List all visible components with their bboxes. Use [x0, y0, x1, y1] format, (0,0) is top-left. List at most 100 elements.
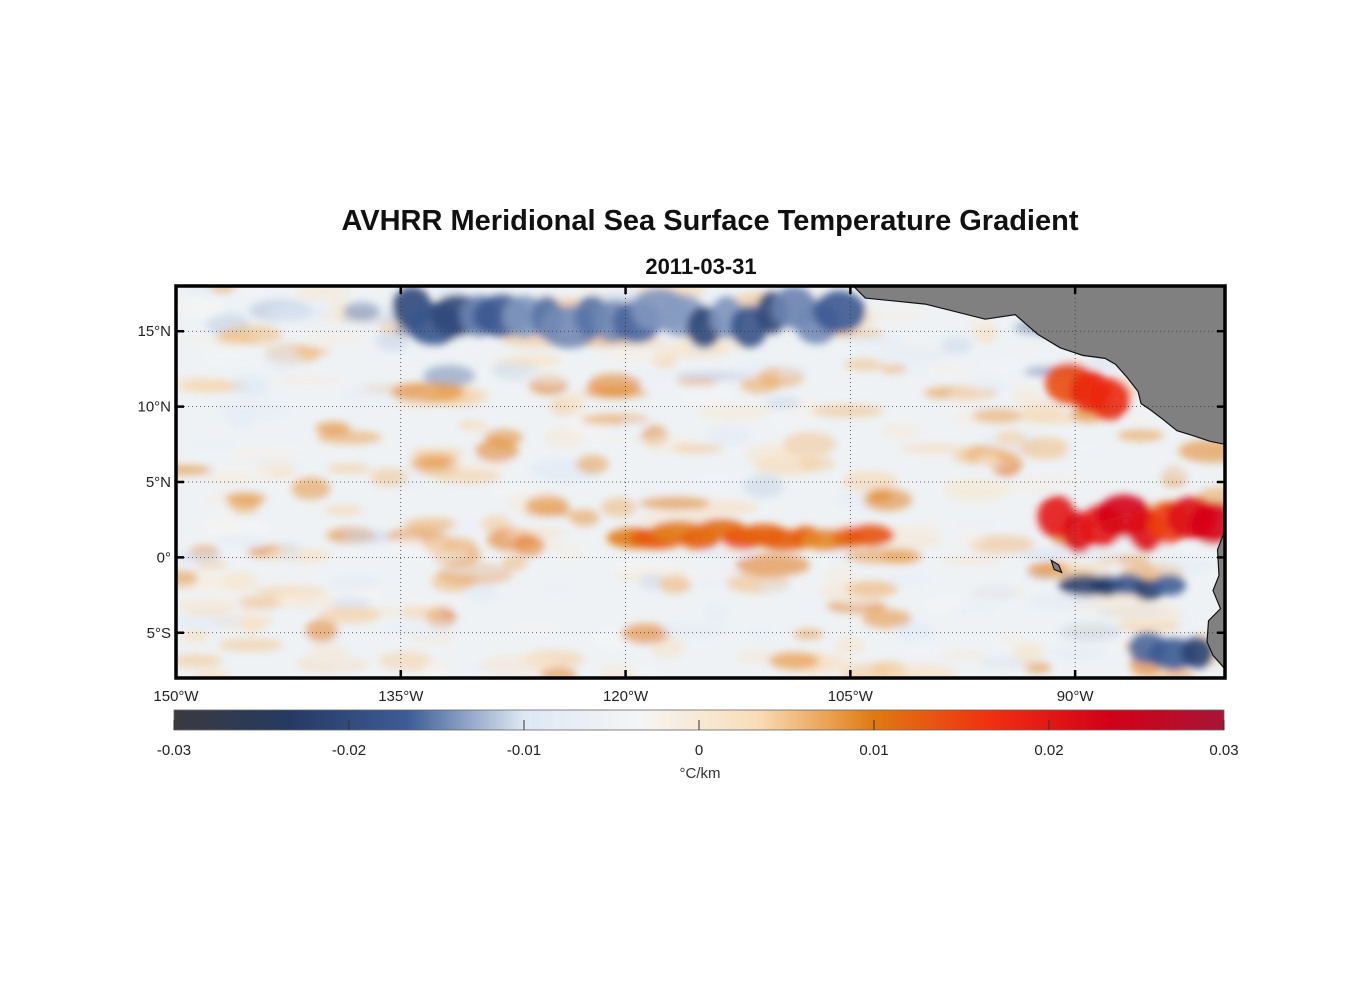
gradient-cell	[274, 590, 339, 610]
gradient-cell	[278, 540, 303, 563]
gradient-cell	[202, 474, 258, 483]
gradient-cell	[176, 550, 222, 564]
gradient-cell	[270, 434, 313, 449]
gradient-cell	[662, 622, 726, 639]
gradient-feature-negative_patch	[1153, 574, 1186, 596]
gradient-cell	[1058, 622, 1122, 642]
gradient-cell	[513, 534, 545, 557]
gradient-cell	[201, 522, 273, 535]
gradient-cell	[241, 458, 307, 468]
graticule	[176, 286, 1225, 678]
gradient-cell	[950, 517, 1001, 529]
gradient-cell	[880, 364, 907, 374]
colorbar-tick-label: 0.01	[859, 742, 888, 759]
map-plot-area: 150°W 135°W 120°W 105°W 90°W 15°N 10°N 5°N 0° 5°S	[137, 284, 1227, 705]
gradient-cell	[404, 518, 460, 531]
colorbar-ticks: -0.03 -0.02 -0.01 0 0.01 0.02 0.03	[157, 720, 1239, 759]
gradient-cell	[598, 665, 640, 678]
gradient-cell	[686, 474, 732, 483]
gradient-cell	[293, 347, 330, 357]
axis-ticks: 150°W 135°W 120°W 105°W 90°W 15°N 10°N 5°N 0° 5°S	[137, 286, 1225, 705]
gradient-cell	[375, 330, 409, 352]
gradient-cell	[505, 353, 564, 366]
gradient-cell	[600, 497, 638, 517]
gradient-cell	[972, 353, 1025, 377]
gradient-cell	[264, 347, 303, 371]
gradient-cell	[422, 534, 460, 554]
land-mask	[852, 286, 1225, 670]
gradient-cell	[389, 536, 424, 550]
gradient-cell	[879, 422, 921, 440]
gradient-cell	[1027, 594, 1102, 609]
gradient-cell	[863, 488, 913, 512]
gradient-cell	[308, 643, 350, 659]
gradient-cell	[317, 607, 381, 624]
lon-tick-label: 120°W	[603, 688, 649, 705]
gradient-cell	[607, 562, 682, 575]
gradient-cell	[570, 509, 600, 527]
gradient-feature-negative_band	[812, 290, 866, 333]
lat-tick-label: 0°	[157, 549, 171, 566]
colorbar-unit-label: °C/km	[679, 765, 721, 782]
gradient-cell	[176, 465, 214, 476]
lon-tick-label: 135°W	[378, 688, 424, 705]
gradient-feature-negative_patch	[1181, 636, 1214, 669]
lat-tick-label: 15°N	[137, 323, 171, 340]
colorbar-tick-label: 0	[695, 742, 703, 759]
gradient-cell	[209, 286, 237, 294]
gradient-cell	[639, 496, 710, 510]
gradient-cell	[1012, 385, 1041, 407]
gradient-cell	[842, 470, 898, 493]
lat-tick-label: 5°S	[147, 625, 171, 642]
gradient-cell	[433, 468, 503, 484]
gradient-cell	[743, 474, 784, 499]
gradient-cell	[182, 629, 210, 643]
gradient-cell	[504, 527, 566, 539]
gradient-cell	[305, 619, 338, 643]
gradient-cell	[659, 575, 692, 594]
gradient-cell	[237, 595, 285, 610]
gradient-cell	[1068, 550, 1120, 568]
gradient-cell	[343, 302, 380, 320]
gradient-cell	[778, 365, 807, 377]
gradient-cell	[968, 534, 1035, 554]
gradient-cell	[997, 630, 1025, 647]
lon-tick-label: 105°W	[828, 688, 874, 705]
gradient-cell	[315, 421, 351, 435]
gradient-cell	[176, 653, 223, 669]
gradient-cell	[360, 668, 402, 677]
gradient-cell	[953, 528, 984, 547]
gradient-cell	[740, 375, 781, 394]
gradient-cell	[448, 460, 521, 470]
gradient-cell	[561, 391, 588, 415]
gradient-cell	[620, 420, 647, 431]
gradient-cell	[885, 572, 931, 587]
gradient-cell	[449, 335, 491, 355]
gradient-cell	[1117, 429, 1164, 442]
gradient-cell	[1178, 439, 1225, 463]
gradient-cell	[1019, 437, 1071, 460]
gradient-cell	[176, 613, 245, 630]
gradient-cell	[184, 297, 226, 320]
gradient-cell	[994, 430, 1027, 446]
gradient-cell	[697, 404, 773, 422]
gradient-cell	[674, 371, 749, 381]
gradient-cell	[501, 555, 528, 571]
gradient-cell	[845, 548, 919, 564]
gradient-feature-positive_patch	[1089, 377, 1132, 421]
gradient-cell	[760, 581, 790, 593]
gradient-cell	[834, 636, 866, 656]
colorbar-tick-label: 0.02	[1034, 742, 1063, 759]
gradient-cell	[844, 358, 884, 371]
gradient-cell	[887, 663, 958, 678]
gradient-cell	[945, 603, 998, 614]
gradient-cell	[680, 387, 733, 406]
land-central-america	[852, 286, 1225, 445]
gradient-feature-positive_band	[1189, 502, 1225, 545]
gradient-cell	[328, 575, 380, 590]
gradient-cell	[825, 565, 857, 588]
gradient-cell	[409, 447, 466, 458]
gradient-cell	[1012, 642, 1044, 664]
gradient-cell	[188, 437, 239, 453]
gradient-cell	[706, 425, 751, 447]
